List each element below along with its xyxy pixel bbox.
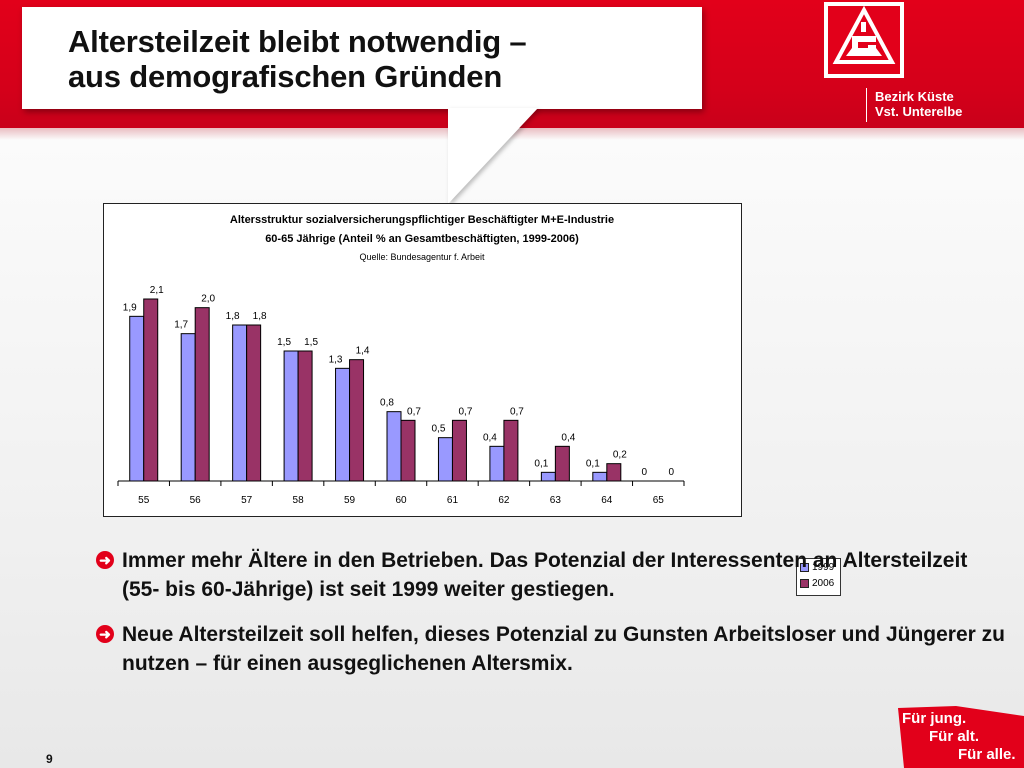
bar-2006-60: [400, 419, 416, 482]
data-label-2006-57: 1,8: [253, 311, 267, 322]
bar-chart: Altersstruktur sozialversicherungspflich…: [117, 214, 685, 506]
data-label-2006-56: 2,0: [201, 294, 215, 305]
bullet-item: ➜ Immer mehr Ältere in den Betrieben. Da…: [90, 546, 1010, 604]
x-tick-label: 65: [653, 495, 665, 506]
chart-subtitle: 60-65 Jährige (Anteil % an Gesamtbeschäf…: [265, 233, 579, 245]
chart-panel: Altersstruktur sozialversicherungspflich…: [103, 203, 841, 596]
x-tick-label: 60: [395, 495, 407, 506]
page-number: 9: [46, 752, 53, 766]
chart-source: Quelle: Bundesagentur f. Arbeit: [359, 252, 485, 262]
bar-2006-55: [143, 298, 159, 482]
slogan-line-3: Für alle.: [958, 746, 1016, 763]
data-label-1999-57: 1,8: [226, 311, 240, 322]
org-text: Bezirk Küste Vst. Unterelbe: [875, 89, 963, 119]
arrow-circle-icon: ➜: [96, 625, 114, 643]
data-label-2006-60: 0,7: [407, 406, 421, 417]
callout-pointer: [448, 108, 538, 204]
x-tick-label: 58: [293, 495, 305, 506]
bar-1999-55: [129, 315, 145, 482]
data-label-1999-62: 0,4: [483, 432, 497, 443]
data-label-1999-60: 0,8: [380, 398, 394, 409]
legend-item-2006: 2006: [797, 575, 840, 591]
bullet-text: Immer mehr Ältere in den Betrieben. Das …: [122, 549, 968, 601]
x-tick-label: 59: [344, 495, 356, 506]
legend-label-1999: 1999: [812, 561, 835, 573]
x-tick-label: 62: [498, 495, 510, 506]
data-label-2006-61: 0,7: [459, 406, 473, 417]
slogan-line-1: Für jung.: [902, 710, 966, 727]
legend-swatch-1999: [800, 562, 809, 572]
x-tick-label: 61: [447, 495, 459, 506]
bar-1999-56: [180, 333, 196, 482]
bar-1999-63: [540, 471, 556, 482]
bar-1999-58: [283, 350, 299, 482]
data-label-2006-63: 0,4: [561, 432, 575, 443]
data-label-2006-64: 0,2: [613, 450, 627, 461]
data-label-1999-63: 0,1: [534, 458, 548, 469]
legend-item-1999: 1999: [797, 559, 840, 575]
bar-1999-62: [489, 445, 505, 482]
slide-title: Altersteilzeit bleibt notwendig – aus de…: [68, 24, 527, 94]
x-tick-label: 57: [241, 495, 253, 506]
x-tick-label: 55: [138, 495, 150, 506]
bullet-list: ➜ Immer mehr Ältere in den Betrieben. Da…: [90, 546, 1010, 694]
bar-1999-61: [437, 437, 453, 482]
legend-label-2006: 2006: [812, 577, 835, 589]
chart-legend: 1999 2006: [796, 558, 841, 596]
bar-2006-58: [297, 350, 313, 482]
slogan-badge: Für jung. Für alt. Für alle.: [898, 706, 1024, 768]
data-label-1999-59: 1,3: [329, 354, 343, 365]
data-label-1999-61: 0,5: [432, 424, 446, 435]
bar-1999-59: [335, 367, 351, 482]
bar-2006-63: [554, 445, 570, 482]
org-divider: [866, 88, 867, 122]
arrow-circle-icon: ➜: [96, 551, 114, 569]
bullet-text: Neue Altersteilzeit soll helfen, dieses …: [122, 623, 1005, 675]
data-label-2006-55: 2,1: [150, 285, 164, 296]
bullet-item: ➜ Neue Altersteilzeit soll helfen, diese…: [90, 620, 1010, 678]
data-label-1999-55: 1,9: [123, 302, 137, 313]
title-callout: [22, 7, 702, 109]
x-tick-label: 56: [190, 495, 202, 506]
bar-2006-56: [194, 307, 210, 482]
data-label-1999-58: 1,5: [277, 337, 291, 348]
bar-2006-61: [451, 419, 467, 482]
x-tick-label: 64: [601, 495, 613, 506]
bar-1999-57: [232, 324, 248, 482]
data-label-1999-65: 0: [641, 467, 647, 478]
data-label-2006-58: 1,5: [304, 337, 318, 348]
bar-2006-64: [606, 463, 622, 482]
legend-swatch-2006: [800, 578, 809, 588]
logo-letters: [846, 22, 882, 56]
bar-1999-64: [592, 471, 608, 482]
chart-title: Altersstruktur sozialversicherungspflich…: [230, 214, 614, 226]
data-label-2006-65: 0: [668, 467, 674, 478]
data-label-1999-64: 0,1: [586, 458, 600, 469]
bar-2006-59: [349, 359, 365, 482]
data-label-2006-59: 1,4: [356, 346, 370, 357]
bar-2006-57: [246, 324, 262, 482]
bar-2006-62: [503, 419, 519, 482]
data-label-2006-62: 0,7: [510, 406, 524, 417]
slogan-line-2: Für alt.: [929, 728, 979, 745]
data-label-1999-56: 1,7: [174, 320, 188, 331]
ig-metall-logo: [824, 2, 904, 78]
x-tick-label: 63: [550, 495, 562, 506]
bar-1999-60: [386, 411, 402, 482]
